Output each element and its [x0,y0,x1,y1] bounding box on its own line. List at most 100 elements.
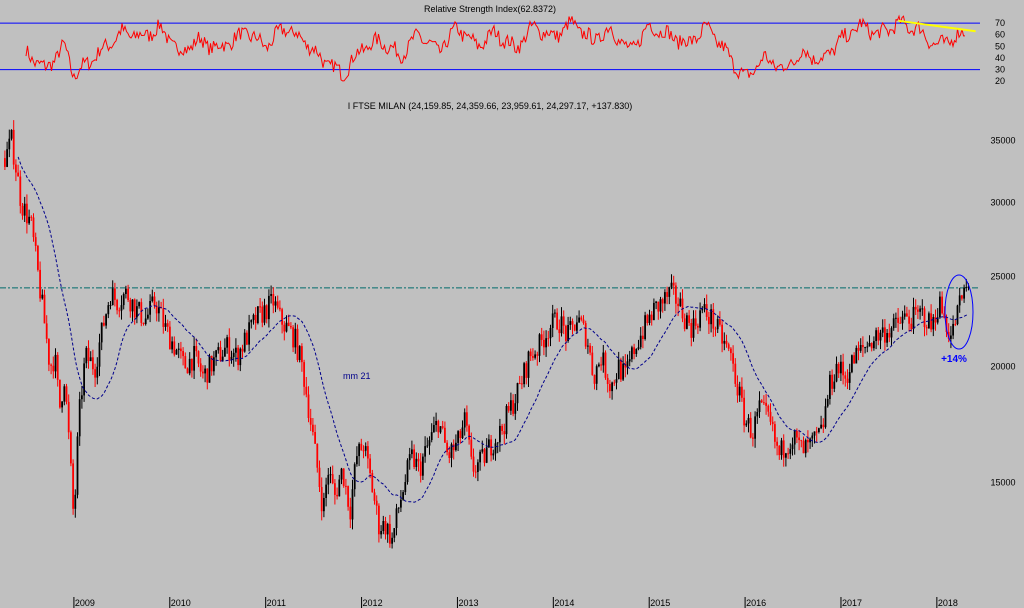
price-y-axis: 15000 20000 25000 30000 35000 [990,135,1015,487]
rsi-tick-label: 50 [995,41,1005,51]
x-tick-label: 2012 [363,598,383,608]
candle [939,291,941,319]
candle [184,352,187,369]
candle [338,474,341,497]
candle [835,356,838,383]
candle [439,426,442,434]
candle [692,310,695,342]
candle [356,446,358,467]
candle [129,297,132,318]
candle [138,301,140,309]
candle [417,453,420,472]
candle [347,485,349,511]
candle [175,348,178,355]
candle [246,330,248,346]
candle [318,460,321,492]
rsi-trendline [898,19,976,33]
candle [551,304,554,338]
price-title: I FTSE MILAN (24,159.85, 24,359.66, 23,9… [348,101,632,111]
candle [813,431,816,444]
candle [516,382,519,411]
candle [461,420,464,439]
candle [705,294,708,321]
candle [811,432,814,447]
candle [56,352,59,387]
candle [769,403,772,426]
candle [908,309,910,332]
candle [492,449,495,460]
candle [571,318,574,335]
candle [127,284,129,302]
candle [371,469,374,493]
candle [375,495,378,515]
candle [743,389,745,433]
candle [320,477,323,521]
candle [272,287,275,314]
candle [910,317,913,332]
candle [840,354,842,381]
candle [851,354,853,374]
candle [888,323,891,343]
candle [950,326,952,349]
candle [250,319,253,329]
candle [719,311,721,327]
candle [820,415,822,430]
candle [235,338,237,362]
candle [294,322,297,354]
rsi-tick-label: 70 [995,18,1005,28]
candle [789,443,792,460]
candle [734,358,737,387]
candle [367,441,369,469]
candle [589,343,591,356]
candle [426,437,429,448]
candle [327,468,330,495]
candle [523,361,525,388]
candle [100,322,103,351]
candle [323,492,325,518]
candle [74,489,77,518]
candle [219,340,222,362]
candle [954,319,957,327]
candle [653,298,655,321]
candle [204,365,206,383]
candle [384,516,387,540]
candle [239,347,242,372]
candle [61,401,63,413]
candle [191,358,193,378]
candle [622,356,624,381]
candle [721,320,723,353]
candle [958,287,961,313]
rsi-tick-label: 20 [995,76,1005,86]
candle [21,203,24,220]
candle [637,339,640,351]
candle [941,291,943,315]
candle [147,308,149,320]
candle [206,368,209,390]
candle [83,357,85,402]
candle [433,416,435,433]
candle [540,327,543,347]
candle [496,442,499,454]
candle [760,399,763,403]
candle [94,363,96,387]
candle [758,391,761,418]
candle [92,349,94,375]
candle [151,289,154,303]
candle [76,432,79,499]
candle [125,285,127,299]
candle [290,322,292,330]
candle [173,336,176,357]
candle [725,334,728,348]
candle [292,325,294,353]
candle [158,300,160,322]
candle [866,341,869,353]
candle [237,345,239,371]
candle [463,408,466,436]
candle [406,458,409,485]
candle [89,351,92,362]
candle [778,445,781,460]
candle [303,359,305,396]
candle [890,326,893,346]
candle [655,300,657,310]
